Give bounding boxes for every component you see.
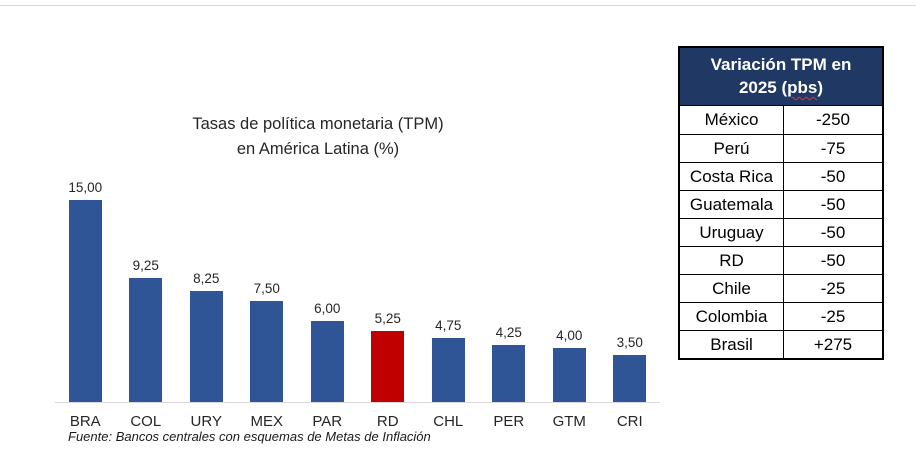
country-cell: Uruguay bbox=[680, 219, 784, 246]
bar-group: 6,00 bbox=[297, 100, 358, 402]
x-axis-label: CHL bbox=[433, 413, 464, 430]
variation-cell: -250 bbox=[815, 110, 851, 129]
spellcheck-underlined-word: pbs bbox=[787, 78, 818, 97]
bar bbox=[68, 200, 102, 402]
bar bbox=[250, 301, 284, 402]
table-header: Variación TPM en 2025 (pbs) bbox=[680, 48, 882, 106]
x-axis-label: BRA bbox=[69, 413, 101, 430]
table-body: México -250 Perú -75 Costa Rica -50 Guatemala -… bbox=[680, 106, 882, 358]
country-cell: RD bbox=[680, 247, 784, 274]
country-cell: México bbox=[680, 106, 784, 134]
x-axis-label: MEX bbox=[250, 413, 283, 430]
chart-title: Tasas de política monetaria (TPM) en Amé… bbox=[118, 112, 518, 162]
bar-value-label: 3,50 bbox=[616, 334, 643, 350]
variation-cell: -50 bbox=[820, 222, 846, 242]
country-cell: Perú bbox=[680, 135, 784, 162]
bar-value-label: 4,00 bbox=[556, 328, 583, 344]
bars-row: 15,00 9,25 8,25 7,50 6,00 5,25 4,75 4,25 4,00 3,5… bbox=[55, 100, 660, 402]
table-header-line1: Variación TPM en bbox=[710, 55, 852, 74]
bar bbox=[613, 354, 647, 402]
table-row: Guatemala -50 bbox=[680, 190, 882, 218]
chart-title-line1: Tasas de política monetaria (TPM) bbox=[192, 115, 444, 133]
variation-cell: -50 bbox=[820, 194, 846, 214]
table-row: Costa Rica -50 bbox=[680, 162, 882, 190]
bar bbox=[492, 344, 526, 402]
variation-cell: -75 bbox=[820, 138, 846, 158]
country-cell: Brasil bbox=[680, 331, 784, 358]
bar bbox=[552, 348, 586, 402]
bar-group: 15,00 bbox=[55, 100, 116, 402]
bar bbox=[189, 291, 223, 402]
variation-cell: -25 bbox=[820, 306, 846, 326]
table-header-line2: 2025 (pbs) bbox=[682, 76, 880, 99]
bar-value-label: 6,00 bbox=[314, 301, 341, 317]
variation-cell: -25 bbox=[820, 278, 846, 298]
source-note: Fuente: Bancos centrales con esquemas de… bbox=[68, 429, 431, 444]
bar-value-label: 15,00 bbox=[68, 180, 103, 196]
bar-highlighted bbox=[371, 331, 405, 402]
bar-group: 5,25 bbox=[358, 100, 419, 402]
bar-group: 4,25 bbox=[479, 100, 540, 402]
bar-group: 9,25 bbox=[116, 100, 177, 402]
top-divider-line bbox=[0, 5, 916, 6]
x-axis-label: RD bbox=[376, 413, 399, 430]
x-axis-label: COL bbox=[130, 413, 162, 430]
bar-value-label: 9,25 bbox=[132, 257, 159, 273]
table-row: Chile -25 bbox=[680, 274, 882, 302]
bar-group: 3,50 bbox=[600, 100, 661, 402]
x-axis-label: URY bbox=[190, 413, 222, 430]
country-cell: Costa Rica bbox=[680, 163, 784, 190]
bar-group: 7,50 bbox=[237, 100, 298, 402]
bar bbox=[129, 277, 163, 402]
country-cell: Guatemala bbox=[680, 191, 784, 218]
bar-value-label: 7,50 bbox=[253, 281, 280, 297]
bar-group: 4,75 bbox=[418, 100, 479, 402]
table-row: Uruguay -50 bbox=[680, 218, 882, 246]
table-header-line2-prefix: 2025 ( bbox=[738, 78, 788, 97]
bar-value-label: 5,25 bbox=[374, 311, 401, 327]
table-row: Colombia -25 bbox=[680, 302, 882, 330]
table-row: México -250 bbox=[680, 106, 882, 134]
x-axis-label: PAR bbox=[312, 413, 343, 430]
table-header-line2-suffix: ) bbox=[817, 78, 824, 97]
table-row: RD -50 bbox=[680, 246, 882, 274]
table-row: Brasil +275 bbox=[680, 330, 882, 358]
bar-value-label: 4,25 bbox=[495, 324, 522, 340]
x-axis-line bbox=[55, 402, 660, 403]
bar-group: 8,25 bbox=[176, 100, 237, 402]
variation-cell: +275 bbox=[813, 334, 853, 354]
chart-title-line2: en América Latina (%) bbox=[236, 140, 400, 158]
table-row: Perú -75 bbox=[680, 134, 882, 162]
variation-cell: -50 bbox=[820, 166, 846, 186]
bar bbox=[310, 321, 344, 402]
bar-value-label: 4,75 bbox=[435, 318, 462, 334]
x-axis-label: CRI bbox=[616, 413, 643, 430]
x-axis-labels: BRA COL URY MEX PAR RD CHL PER GTM CRI bbox=[55, 413, 660, 430]
x-axis-label: PER bbox=[493, 413, 525, 430]
variation-table: Variación TPM en 2025 (pbs) México -250 Pe… bbox=[678, 46, 884, 360]
variation-cell: -50 bbox=[820, 250, 846, 270]
bar-group: 4,00 bbox=[539, 100, 600, 402]
country-cell: Colombia bbox=[680, 303, 784, 330]
country-cell: Chile bbox=[680, 275, 784, 302]
bar-value-label: 8,25 bbox=[193, 271, 220, 286]
x-axis-label: GTM bbox=[552, 413, 586, 430]
bar bbox=[431, 338, 465, 402]
